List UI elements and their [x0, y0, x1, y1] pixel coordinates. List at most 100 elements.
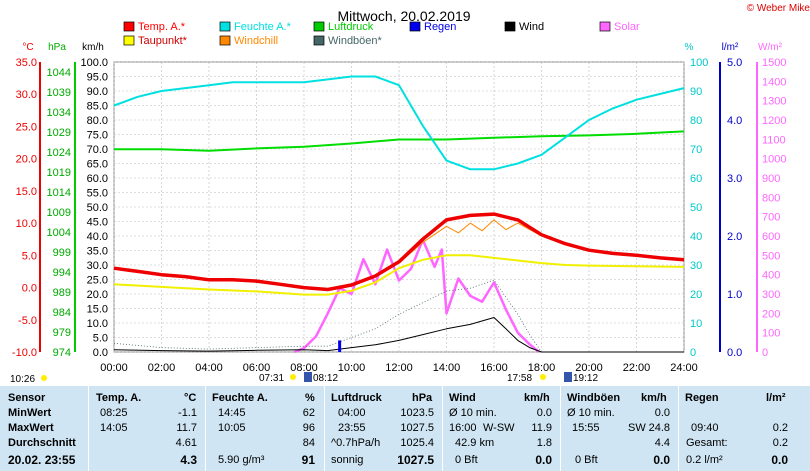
- wind-tick-label: 95.0: [87, 72, 108, 84]
- current-gust: 0.0: [653, 453, 670, 467]
- avg-temp: 4.61: [175, 437, 197, 449]
- wind-bft: 0 Bft: [455, 454, 478, 466]
- max-gust-time: 15:55: [572, 422, 600, 434]
- max-wind: 11.9: [531, 422, 552, 434]
- time-tick-label: 02:00: [148, 362, 176, 374]
- avg-press: 1025.4: [400, 437, 434, 449]
- humidity-tick-label: 100: [690, 57, 708, 69]
- wind-tick-label: 10.0: [87, 318, 108, 330]
- current-wind: 0.0: [535, 453, 552, 467]
- sunset-icon: [540, 374, 546, 380]
- temp-tick-label: 10.0: [16, 218, 37, 230]
- max-press: 1027.5: [400, 422, 434, 434]
- header-wind: Wind: [449, 392, 476, 404]
- wind-tick-label: 80.0: [87, 115, 108, 127]
- solar-tick-label: 800: [762, 192, 780, 204]
- humidity-tick-label: 50: [690, 202, 702, 214]
- max-rain: 0.2: [772, 422, 788, 434]
- twilight-start-time: 08:12: [313, 373, 338, 384]
- avg-gust: 4.4: [654, 437, 670, 449]
- legend-label: Luftdruck: [328, 21, 374, 33]
- humidity-tick-label: 40: [690, 231, 702, 243]
- min-wind: 0.0: [536, 407, 552, 419]
- max-press-time: 23:55: [338, 422, 366, 434]
- pressure-tick-label: 984: [53, 307, 71, 319]
- legend-swatch: [599, 21, 611, 32]
- wind-axis-unit: km/h: [82, 42, 104, 53]
- humidity-tick-label: 90: [690, 86, 702, 98]
- max-gust: 24.8: [648, 422, 670, 434]
- solar-tick-label: 1200: [762, 115, 786, 127]
- legend-label: Taupunkt*: [138, 35, 188, 47]
- min-wind-time: Ø 10 min.: [449, 407, 497, 419]
- time-tick-label: 14:00: [433, 362, 461, 374]
- current-temp: 4.3: [180, 453, 197, 467]
- max-wind-dir: W-SW: [483, 422, 515, 434]
- wind-tick-label: 15.0: [87, 304, 108, 316]
- temp-axis-unit: °C: [22, 42, 33, 53]
- max-hum-time: 10:05: [218, 422, 246, 434]
- row-label: MaxWert: [8, 422, 54, 434]
- time-tick-label: 24:00: [670, 362, 698, 374]
- legend-swatch: [313, 21, 325, 32]
- abs-humidity: 5.90 g/m³: [218, 454, 265, 466]
- humidity-axis-unit: %: [685, 42, 694, 53]
- solar-tick-label: 500: [762, 250, 780, 262]
- humidity-tick-label: 30: [690, 260, 702, 272]
- wind-tick-label: 30.0: [87, 260, 108, 272]
- twilight-start-icon: [304, 372, 312, 382]
- min-press: 1023.5: [400, 407, 434, 419]
- solar-tick-label: 1500: [762, 57, 786, 69]
- wind-tick-label: 55.0: [87, 188, 108, 200]
- solar-tick-label: 0: [762, 347, 768, 359]
- wind-tick-label: 90.0: [87, 86, 108, 98]
- temp-tick-label: 15.0: [16, 186, 37, 198]
- moon-icon: [41, 375, 47, 381]
- time-tick-label: 22:00: [623, 362, 651, 374]
- legend-swatch: [504, 21, 516, 32]
- temp-tick-label: 35.0: [16, 57, 37, 69]
- header-temp: Temp. A.: [96, 392, 142, 404]
- wind-tick-label: 35.0: [87, 246, 108, 258]
- min-gust-time: Ø 10 min.: [567, 407, 615, 419]
- legend-label: Temp. A.*: [138, 21, 186, 33]
- series-line-windben: [113, 279, 684, 353]
- pressure-tick-label: 1034: [47, 107, 71, 119]
- pressure-tick-label: 1019: [47, 167, 71, 179]
- solar-tick-label: 900: [762, 173, 780, 185]
- weather-chart: °C hPa km/h% l/m² W/m² 35.0 30.0 25.0 20.0 15.0 10…: [10, 3, 810, 385]
- rain-tick-label: 0.0: [727, 347, 742, 359]
- max-hum: 96: [302, 422, 315, 434]
- avg-wind: 1.8: [536, 437, 552, 449]
- wind-tick-label: 0.0: [93, 347, 108, 359]
- sunset-time: 17:58: [507, 373, 532, 384]
- solar-tick-label: 1000: [762, 154, 786, 166]
- rain-today: 0.2 l/m²: [686, 454, 723, 466]
- solar-tick-label: 100: [762, 328, 780, 340]
- min-temp: -1.1: [178, 407, 197, 419]
- max-gust-dir: SW: [628, 422, 646, 434]
- current-hum: 91: [301, 453, 315, 467]
- series-line-luftdruck: [114, 130, 685, 152]
- wind-tick-label: 70.0: [87, 144, 108, 156]
- wind-tick-label: 100.0: [80, 57, 108, 69]
- legend-label: Solar: [614, 21, 640, 33]
- temp-tick-label: 25.0: [16, 121, 37, 133]
- time-tick-label: 18:00: [528, 362, 556, 374]
- min-press-time: 04:00: [338, 407, 366, 419]
- sunrise-icon: [290, 374, 296, 380]
- wind-tick-label: 65.0: [87, 159, 108, 171]
- pressure-tick-label: 1024: [47, 147, 71, 159]
- header-sensor: Sensor: [8, 392, 46, 404]
- humidity-tick-label: 10: [690, 318, 702, 330]
- min-hum-time: 14:45: [218, 407, 246, 419]
- max-temp-time: 14:05: [100, 422, 128, 434]
- max-temp: 11.7: [176, 422, 197, 434]
- legend-label: Wind: [519, 21, 544, 33]
- time-tick-label: 08:00: [290, 362, 318, 374]
- wind-distance: 42.9 km: [455, 437, 495, 449]
- solar-tick-label: 600: [762, 231, 780, 243]
- time-tick-label: 10:00: [338, 362, 366, 374]
- pressure-tick-label: 1044: [47, 67, 71, 79]
- series-line-wind: [113, 317, 684, 353]
